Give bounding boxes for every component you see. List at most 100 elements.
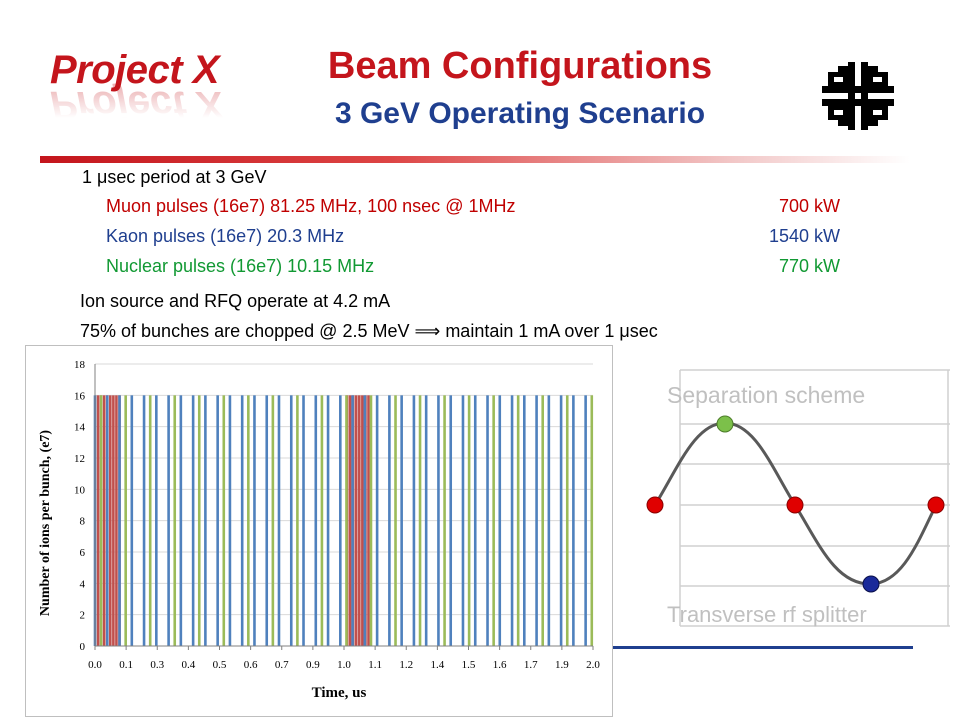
- bar: [115, 395, 118, 646]
- bar: [473, 395, 477, 646]
- bar: [148, 395, 152, 646]
- bar: [572, 395, 575, 646]
- period-line: 1 μsec period at 3 GeV: [82, 166, 266, 188]
- period-suffix: sec period at 3 GeV: [107, 167, 267, 187]
- footer-divider: [613, 646, 913, 649]
- bar: [222, 395, 226, 646]
- bar: [118, 395, 121, 646]
- bar: [124, 395, 127, 646]
- implies-arrow-icon: ⟹: [414, 321, 441, 341]
- x-tick-label: 1.6: [493, 659, 507, 671]
- bar: [449, 395, 453, 646]
- bar: [109, 395, 112, 646]
- green-marker-peak: [716, 415, 734, 433]
- bar: [348, 395, 352, 646]
- bar: [363, 395, 367, 646]
- bar: [361, 395, 364, 646]
- bar: [99, 395, 103, 646]
- bar: [167, 395, 170, 646]
- bar: [326, 395, 330, 646]
- x-tick-label: 1.7: [524, 659, 538, 671]
- bar: [130, 395, 134, 646]
- x-tick-label: 0.5: [213, 659, 227, 671]
- separation-caption: Transverse rf splitter: [667, 602, 867, 627]
- mu-symbol: μ: [619, 321, 630, 341]
- bar: [394, 395, 397, 646]
- x-tick-label: 2.0: [586, 659, 600, 671]
- bar: [179, 395, 183, 646]
- y-tick-label: 6: [80, 547, 86, 559]
- x-tick-label: 0.6: [244, 659, 258, 671]
- y-tick-label: 14: [74, 422, 86, 434]
- x-tick-label: 0.1: [119, 659, 133, 671]
- x-tick-label: 0.7: [275, 659, 289, 671]
- red-marker-left: [646, 496, 664, 514]
- bar: [547, 395, 551, 646]
- fermilab-logo-icon: [822, 62, 894, 130]
- bar: [142, 395, 146, 646]
- nuclear-pulses-label: Nuclear pulses (16e7) 10.15 MHz: [106, 256, 375, 276]
- x-tick-label: 0.0: [88, 659, 102, 671]
- bar: [271, 395, 275, 646]
- bar: [424, 395, 428, 646]
- y-tick-label: 16: [74, 390, 86, 402]
- bar: [498, 395, 502, 646]
- y-tick-label: 12: [74, 453, 85, 465]
- y-tick-label: 4: [80, 578, 86, 590]
- chart-frame: [25, 345, 613, 717]
- y-tick-label: 0: [80, 641, 86, 653]
- bar: [516, 395, 520, 646]
- bar: [590, 395, 594, 646]
- page-title: Beam Configurations: [327, 45, 713, 87]
- project-x-logo: Project X Project X: [50, 48, 240, 138]
- x-tick-label: 0.9: [306, 659, 320, 671]
- bar: [510, 395, 514, 646]
- bar: [523, 395, 526, 646]
- red-marker-right: [927, 496, 945, 514]
- bar: [541, 395, 545, 646]
- chop-prefix: 75% of bunches are chopped @ 2.5 MeV: [80, 321, 415, 341]
- bar: [296, 395, 299, 646]
- bar: [345, 395, 348, 646]
- bar: [112, 395, 115, 646]
- y-tick-label: 8: [80, 516, 86, 528]
- project-x-logo-text: Project X: [50, 48, 219, 92]
- muon-pulses-row: Muon pulses (16e7) 81.25 MHz, 100 nsec @…: [106, 195, 840, 217]
- bar: [302, 395, 305, 646]
- separation-title: Separation scheme: [667, 382, 865, 408]
- bar: [216, 395, 219, 646]
- bar: [492, 395, 495, 646]
- bar: [400, 395, 403, 646]
- kaon-pulses-row: Kaon pulses (16e7) 20.3 MHz 1540 kW: [106, 225, 840, 247]
- bar: [204, 395, 207, 646]
- bar: [388, 395, 391, 646]
- nuclear-pulses-power: 770 kW: [778, 256, 840, 276]
- separation-grid: [679, 369, 950, 627]
- bar: [367, 395, 370, 646]
- x-tick-label: 1.5: [462, 659, 476, 671]
- chop-end: sec: [629, 321, 658, 341]
- bar: [314, 395, 318, 646]
- bar: [437, 395, 440, 646]
- ions-per-bunch-chart: 0 2 4 6 8 10 12 14 16 18 0.0 0.1 0.3 0.4 0.5 0.6 0.7 0.9 1…: [25, 345, 613, 717]
- x-tick-label: 1.2: [399, 659, 413, 671]
- bar: [418, 395, 422, 646]
- y-axis-label: Number of ions per bunch, (e7): [38, 430, 53, 617]
- ion-source-line: Ion source and RFQ operate at 4.2 mA: [80, 291, 391, 311]
- kaon-pulses-power: 1540 kW: [768, 226, 840, 246]
- muon-pulses-power: 700 kW: [778, 196, 840, 216]
- bar: [102, 395, 106, 646]
- kaon-pulses-label: Kaon pulses (16e7) 20.3 MHz: [106, 226, 345, 246]
- bar: [155, 395, 158, 646]
- bar: [535, 395, 538, 646]
- bar: [253, 395, 256, 646]
- bar: [191, 395, 195, 646]
- mu-symbol: μ: [97, 167, 108, 187]
- x-tick-label: 1.0: [337, 659, 351, 671]
- period-prefix: 1: [82, 167, 98, 187]
- bar: [105, 395, 109, 646]
- project-x-logo-reflection: Project X: [50, 83, 224, 127]
- y-tick-label: 10: [74, 484, 86, 496]
- y-tick-label: 18: [74, 359, 86, 371]
- bar: [354, 395, 358, 646]
